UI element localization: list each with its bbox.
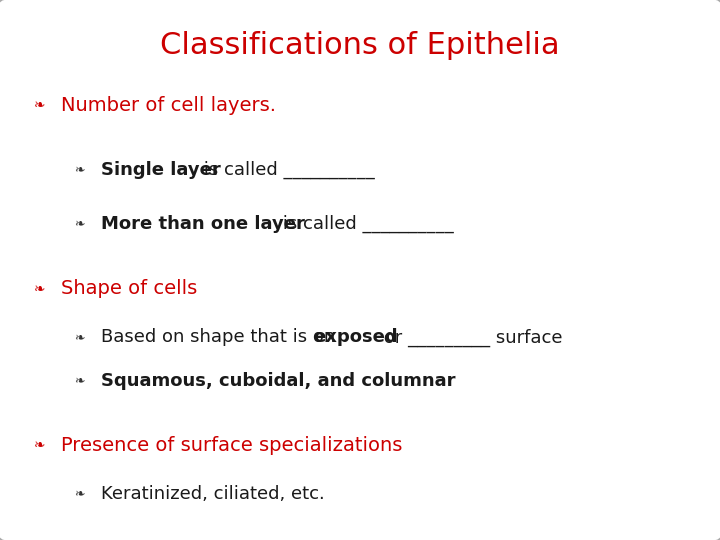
Text: ❧: ❧: [74, 331, 84, 344]
Text: ❧: ❧: [34, 98, 45, 112]
Text: Keratinized, ciliated, etc.: Keratinized, ciliated, etc.: [101, 485, 325, 503]
Text: More than one layer: More than one layer: [101, 215, 305, 233]
Text: ❧: ❧: [74, 218, 84, 231]
Text: Classifications of Epithelia: Classifications of Epithelia: [160, 31, 560, 60]
Text: ❧: ❧: [74, 488, 84, 501]
Text: Shape of cells: Shape of cells: [61, 279, 197, 299]
Text: is called __________: is called __________: [277, 215, 454, 233]
Text: or _________ surface: or _________ surface: [378, 328, 562, 347]
Text: is called __________: is called __________: [198, 161, 374, 179]
Text: Single layer: Single layer: [101, 161, 220, 179]
Text: Based on shape that is on: Based on shape that is on: [101, 328, 341, 347]
Text: ❧: ❧: [34, 438, 45, 453]
Text: exposed: exposed: [313, 328, 398, 347]
Text: Number of cell layers.: Number of cell layers.: [61, 96, 276, 115]
Text: Presence of surface specializations: Presence of surface specializations: [61, 436, 402, 455]
Text: Squamous, cuboidal, and columnar: Squamous, cuboidal, and columnar: [101, 372, 455, 390]
Text: ❧: ❧: [74, 164, 84, 177]
Text: ❧: ❧: [74, 374, 84, 387]
Text: ❧: ❧: [34, 282, 45, 296]
